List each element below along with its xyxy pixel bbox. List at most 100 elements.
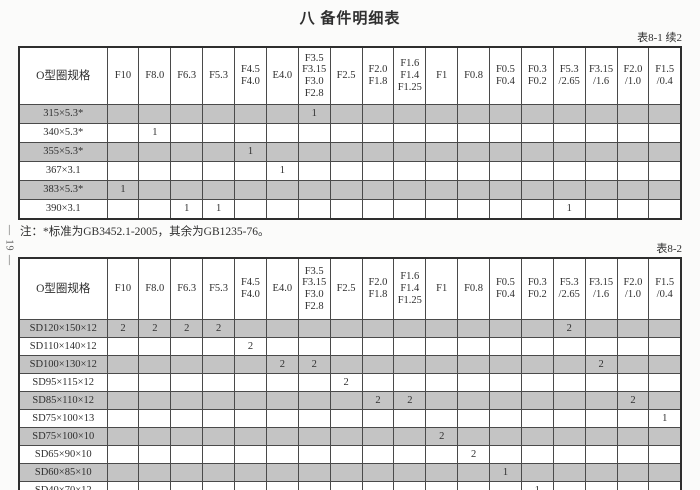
- qty-cell: [393, 337, 427, 356]
- qty-cell: [457, 319, 490, 338]
- qty-cell: 2: [297, 355, 331, 374]
- qty-cell: [584, 373, 618, 392]
- column-header: F3.5 F3.15 F3.0 F2.8: [297, 257, 331, 320]
- qty-cell: [170, 373, 204, 392]
- qty-cell: [202, 104, 235, 124]
- qty-cell: [234, 180, 267, 200]
- qty-cell: [648, 104, 682, 124]
- qty-cell: [329, 161, 363, 181]
- qty-cell: 2: [393, 391, 427, 410]
- qty-cell: [489, 161, 522, 181]
- qty-cell: [457, 409, 490, 428]
- table-row: SD100×130×12 2 2 2: [18, 355, 682, 374]
- qty-cell: [297, 161, 331, 181]
- qty-cell: [552, 409, 586, 428]
- column-header-line: F4.0: [240, 76, 260, 87]
- qty-cell: [329, 319, 363, 338]
- qty-cell: 1: [170, 199, 204, 220]
- column-header-line: F6.3: [177, 283, 197, 295]
- qty-cell: [234, 161, 267, 181]
- qty-cell: [106, 409, 140, 428]
- qty-cell: [170, 445, 204, 464]
- qty-cell: [106, 445, 140, 464]
- qty-cell: [489, 180, 522, 200]
- qty-cell: [520, 199, 554, 220]
- qty-cell: [584, 180, 618, 200]
- qty-cell: [329, 445, 363, 464]
- column-header-line: F5.3: [209, 70, 229, 82]
- column-header: F5.3/2.65: [552, 257, 586, 320]
- row-spec: SD60×85×10: [18, 463, 108, 482]
- qty-cell: [265, 180, 299, 200]
- column-header-line: F3.0: [304, 289, 324, 300]
- column-header-line: F1.6: [400, 58, 420, 70]
- column-header-line: F4.0: [240, 289, 260, 300]
- table2-body: SD120×150×12 2 2 2 2 2 SD110×140×12 2 SD100×130×…: [18, 319, 682, 490]
- qty-cell: [138, 161, 172, 181]
- row-spec: SD110×140×12: [18, 337, 108, 356]
- qty-cell: [329, 463, 363, 482]
- table1-body: 315×5.3* 1 340×5.3* 1 355×5.3* 1 367×3.1 1 383×5…: [18, 104, 682, 220]
- qty-cell: [552, 481, 586, 490]
- qty-cell: [616, 104, 650, 124]
- column-header: F2.0/1.0: [616, 257, 650, 320]
- qty-cell: [170, 427, 204, 446]
- qty-cell: [202, 123, 235, 143]
- qty-cell: [202, 373, 235, 392]
- qty-cell: [329, 337, 363, 356]
- qty-cell: [616, 463, 650, 482]
- qty-cell: [520, 445, 554, 464]
- table-row: 383×5.3* 1: [18, 180, 682, 200]
- column-header: E4.0: [265, 257, 299, 320]
- column-header-line: F0.3: [527, 277, 547, 289]
- qty-cell: [393, 319, 427, 338]
- table-row: 390×3.1 1 1 1: [18, 199, 682, 220]
- row-spec: SD75×100×10: [18, 427, 108, 446]
- qty-cell: [489, 123, 522, 143]
- qty-cell: [297, 445, 331, 464]
- qty-cell: [297, 180, 331, 200]
- qty-cell: [138, 391, 172, 410]
- column-header-line: F1: [436, 283, 448, 295]
- qty-cell: [584, 199, 618, 220]
- table-row: SD75×100×10 2: [18, 427, 682, 446]
- row-spec: 315×5.3*: [18, 104, 108, 124]
- column-header: F5.3: [202, 46, 235, 105]
- qty-cell: [552, 427, 586, 446]
- table-row: SD75×100×13 1: [18, 409, 682, 428]
- column-header-line: F1.6: [400, 271, 420, 283]
- qty-cell: [584, 319, 618, 338]
- qty-cell: [106, 161, 140, 181]
- qty-cell: [234, 373, 267, 392]
- qty-cell: [265, 104, 299, 124]
- table-row: 355×5.3* 1: [18, 142, 682, 162]
- qty-cell: [393, 373, 427, 392]
- qty-cell: [616, 445, 650, 464]
- qty-cell: [265, 373, 299, 392]
- qty-cell: [202, 391, 235, 410]
- column-header: F2.0 F1.8: [361, 257, 395, 320]
- qty-cell: [425, 445, 459, 464]
- qty-cell: [648, 481, 682, 490]
- qty-cell: [520, 409, 554, 428]
- row-spec: SD100×130×12: [18, 355, 108, 374]
- column-header: F0.8: [457, 46, 490, 105]
- table1-caption: 表8-1 续2: [637, 32, 682, 44]
- row-spec: 355×5.3*: [18, 142, 108, 162]
- column-header-line: F8.0: [145, 70, 165, 82]
- qty-cell: [393, 104, 427, 124]
- table-row: SD65×90×10 2: [18, 445, 682, 464]
- qty-cell: [361, 337, 395, 356]
- qty-cell: [202, 481, 235, 490]
- qty-cell: [552, 463, 586, 482]
- qty-cell: [425, 337, 459, 356]
- column-header-line: F2.0: [368, 277, 388, 289]
- qty-cell: [425, 180, 459, 200]
- qty-cell: [457, 337, 490, 356]
- qty-cell: [393, 123, 427, 143]
- qty-cell: [202, 409, 235, 428]
- qty-cell: [265, 463, 299, 482]
- qty-cell: [361, 355, 395, 374]
- column-header-line: /2.65: [558, 76, 580, 87]
